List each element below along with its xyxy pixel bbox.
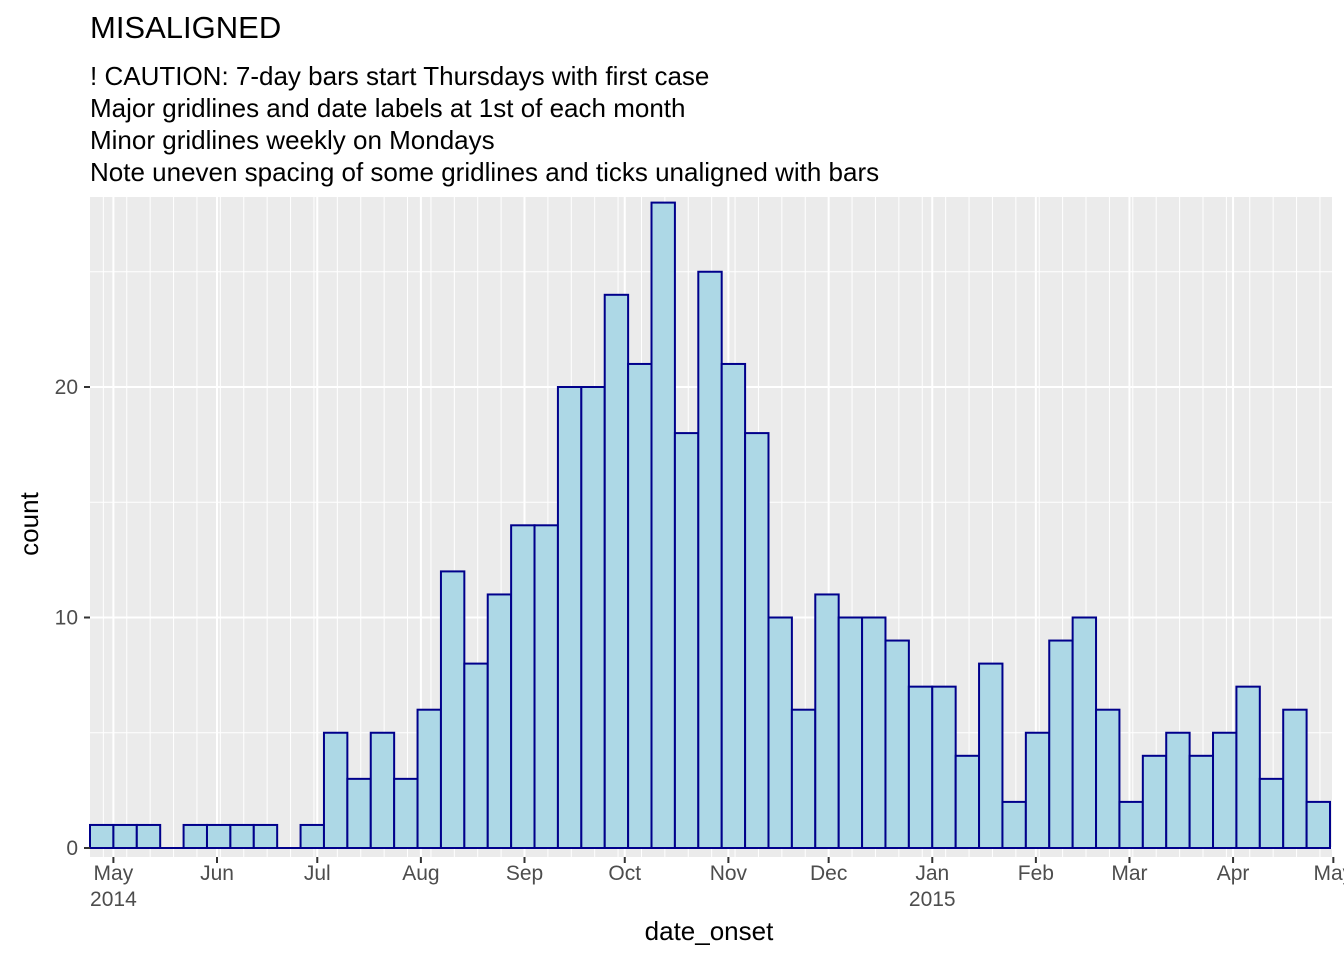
histogram-bar — [486, 593, 513, 850]
histogram-bar — [346, 777, 372, 849]
subtitle-line: Minor gridlines weekly on Mondays — [90, 125, 495, 155]
chart-title: MISALIGNED — [90, 10, 282, 45]
histogram-bar — [837, 616, 864, 849]
histogram-bar — [1258, 777, 1285, 849]
x-tick-label: Oct — [608, 862, 641, 885]
histogram-bar — [533, 524, 559, 849]
histogram-bar — [627, 362, 653, 849]
histogram-bar — [416, 708, 442, 850]
histogram-bar — [580, 386, 606, 849]
histogram-bar — [861, 616, 887, 849]
histogram-bar — [369, 731, 396, 849]
chart-subtitle: ! CAUTION: 7-day bars start Thursdays wi… — [90, 60, 879, 188]
histogram-bar — [931, 685, 957, 850]
histogram-bar — [1141, 754, 1168, 849]
histogram-bar — [1235, 685, 1261, 850]
histogram-bar — [252, 823, 279, 850]
histogram-bar — [790, 708, 817, 850]
histogram-bar — [650, 201, 676, 850]
histogram-bar — [673, 432, 700, 849]
histogram-bar — [814, 593, 840, 850]
histogram-bar — [135, 823, 162, 850]
histogram-bar — [112, 823, 138, 850]
x-tick-label: Dec — [810, 862, 847, 885]
histogram-bar — [322, 731, 349, 849]
histogram-bar — [954, 754, 981, 849]
x-tick-year-label: 2014 — [90, 888, 137, 911]
histogram-bar — [767, 616, 793, 849]
histogram-bar — [884, 639, 910, 849]
y-axis-title: count — [14, 491, 44, 555]
subtitle-line: ! CAUTION: 7-day bars start Thursdays wi… — [90, 61, 710, 91]
histogram-bar — [1305, 800, 1331, 850]
histogram-bar — [1071, 616, 1098, 849]
x-tick-label: Mar — [1111, 862, 1147, 885]
histogram-bar — [182, 823, 208, 850]
histogram-bar — [556, 386, 583, 849]
x-tick-label: Sep — [506, 862, 543, 885]
x-tick-label: Jun — [200, 862, 234, 885]
x-tick-label: Aug — [402, 862, 439, 885]
histogram-bar — [393, 777, 419, 849]
histogram-bar — [89, 823, 115, 850]
x-axis-title: date_onset — [645, 916, 774, 946]
histogram-bar — [205, 823, 232, 850]
subtitle-line: Note uneven spacing of some gridlines an… — [90, 157, 880, 187]
histogram-bar — [603, 293, 630, 849]
x-tick-label: May — [1313, 862, 1344, 885]
histogram-bar — [907, 685, 934, 850]
subtitle-line: Major gridlines and date labels at 1st o… — [90, 93, 686, 123]
y-tick-label: 20 — [55, 376, 78, 399]
histogram-bar — [978, 662, 1004, 849]
histogram-bar — [1118, 800, 1144, 850]
histogram-bar — [1024, 731, 1051, 849]
y-tick-label: 0 — [66, 837, 78, 860]
histogram-bar — [697, 270, 723, 849]
x-tick-label: Nov — [710, 862, 748, 885]
x-tick-label: Jan — [915, 862, 949, 885]
histogram-bar — [1048, 639, 1074, 849]
x-tick-year-label: 2015 — [909, 888, 956, 911]
histogram-bar — [1212, 731, 1238, 849]
x-tick-label: Feb — [1018, 862, 1054, 885]
histogram-bar — [299, 823, 325, 850]
histogram-bar — [439, 570, 466, 850]
histogram-bar — [1165, 731, 1191, 849]
histogram-bar — [229, 823, 255, 850]
histogram-bar — [1188, 754, 1215, 849]
histogram-bar — [1282, 708, 1308, 850]
x-tick-label: Apr — [1217, 862, 1250, 885]
histogram-bar — [1001, 800, 1027, 850]
x-tick-label: Jul — [304, 862, 331, 885]
x-tick-label: May — [94, 862, 134, 885]
histogram-bar — [720, 362, 747, 849]
histogram-bar — [463, 662, 489, 849]
histogram-bar — [1095, 708, 1121, 850]
y-tick-label: 10 — [55, 607, 78, 630]
histogram-bar — [510, 524, 536, 849]
histogram-bar — [744, 432, 770, 849]
